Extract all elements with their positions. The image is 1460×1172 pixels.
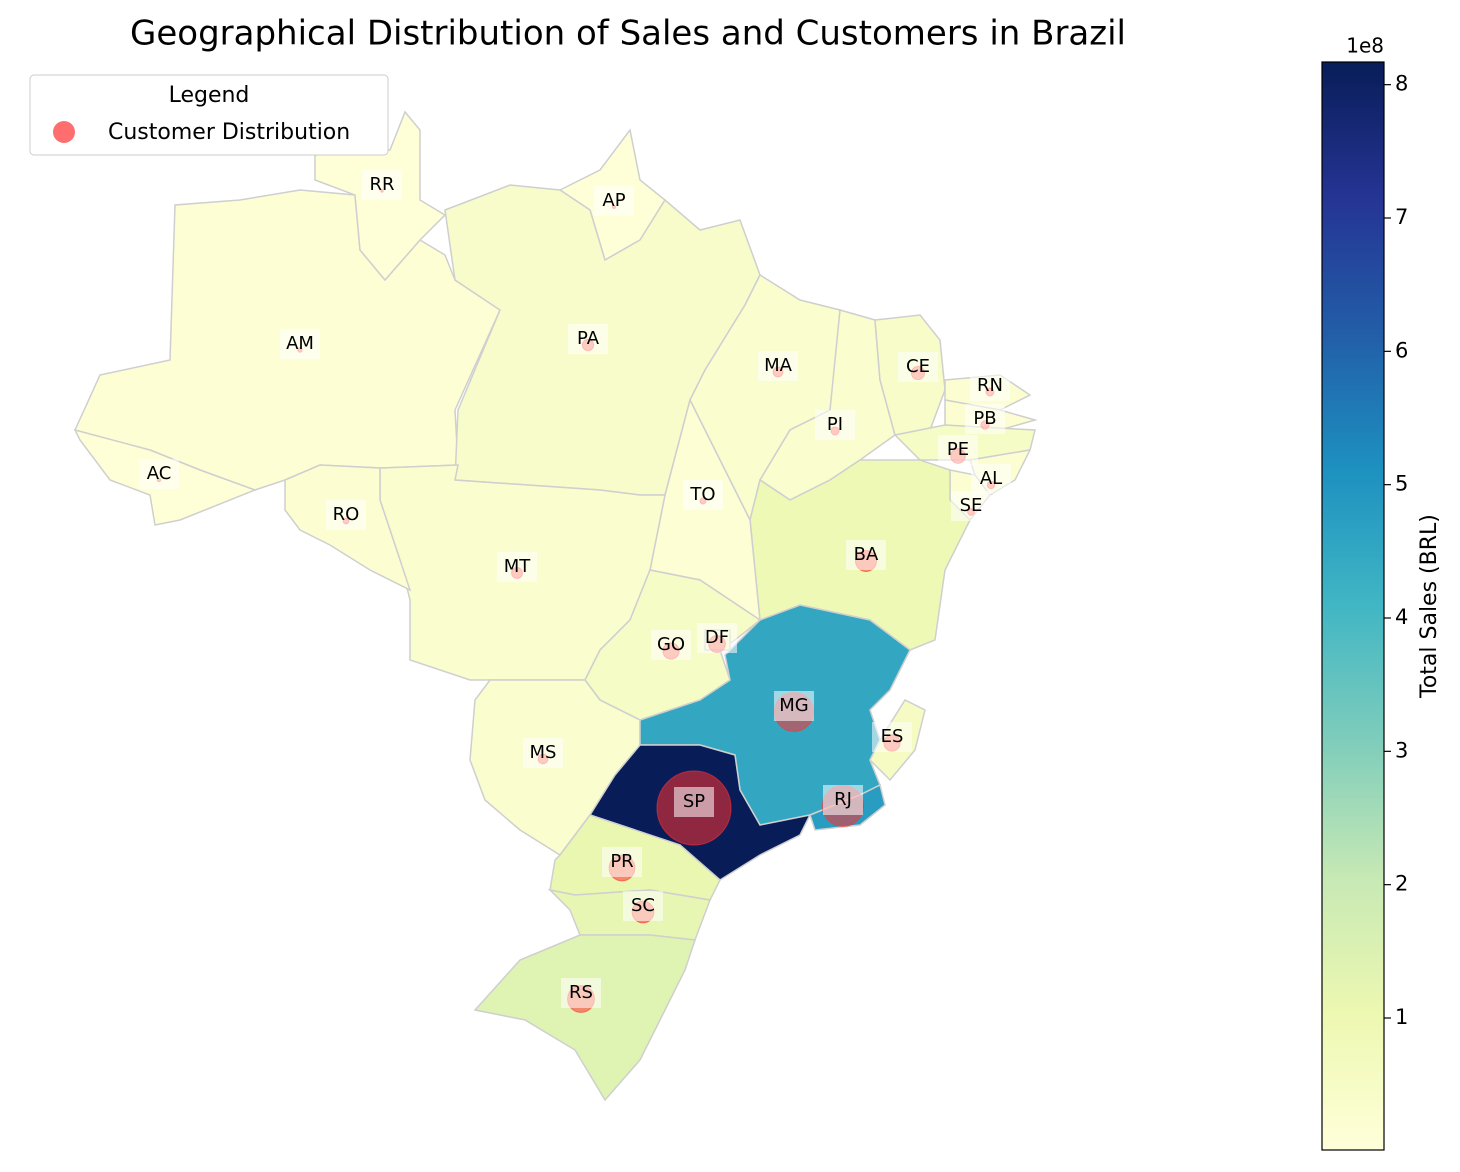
- legend-box: [29, 74, 389, 156]
- state-label: RO: [333, 504, 360, 525]
- state-label: PB: [973, 408, 996, 429]
- colorbar-tick-label: 1: [1395, 1005, 1408, 1029]
- state-label: CE: [906, 356, 930, 377]
- state-label-box: [951, 491, 991, 521]
- state-label: SE: [960, 495, 983, 516]
- state-label-box: [651, 630, 691, 660]
- colorbar-tick-label: 6: [1395, 338, 1408, 362]
- state-label: TO: [689, 484, 715, 505]
- state-label-box: [594, 186, 634, 216]
- state-label-box: [970, 371, 1010, 401]
- state-label-box: [602, 847, 642, 877]
- state-label-box: [938, 435, 978, 465]
- state-label: PE: [947, 439, 969, 460]
- state-label-box: [561, 978, 601, 1008]
- state-label: SP: [683, 791, 705, 812]
- state-label: RR: [369, 174, 394, 195]
- state-label-box: [497, 552, 537, 582]
- state-label-box: [872, 722, 912, 752]
- colorbar-tick-label: 7: [1395, 205, 1408, 229]
- state-label-box: [971, 464, 1011, 494]
- colorbar-label: Total Sales (BRL): [1417, 514, 1442, 699]
- state-label: AP: [602, 190, 625, 211]
- state-label: MG: [779, 695, 808, 716]
- legend-label: Customer Distribution: [108, 120, 350, 145]
- colorbar-tick-label: 4: [1395, 605, 1408, 629]
- state-label-box: [623, 891, 663, 921]
- state-label-box: [280, 329, 320, 359]
- colorbar-tick-label: 3: [1395, 738, 1408, 762]
- legend: Legend Customer Distribution: [29, 74, 389, 156]
- state-label: GO: [657, 634, 685, 655]
- state-label-box: [815, 410, 855, 440]
- state-label-box: [697, 623, 737, 653]
- state-label-box: [523, 738, 563, 768]
- state-label-box: [568, 324, 608, 354]
- state-label-box: [758, 351, 798, 381]
- state-label: ES: [881, 726, 904, 747]
- state-label-box: [326, 500, 366, 530]
- state-region: [473, 934, 697, 1102]
- legend-title: Legend: [169, 83, 250, 108]
- state-label: AM: [286, 333, 314, 354]
- state-label: RN: [977, 375, 1003, 396]
- colorbar-bar: [1321, 61, 1385, 1151]
- state-label-box: [683, 480, 723, 510]
- map: [73, 110, 1038, 1102]
- state-label: DF: [705, 627, 729, 648]
- state-label: SC: [631, 895, 655, 916]
- legend-marker: [53, 121, 75, 143]
- colorbar-tick-label: 8: [1395, 72, 1408, 96]
- state-label: BA: [854, 544, 879, 565]
- state-label: MS: [530, 742, 557, 763]
- state-label-box: [674, 787, 714, 817]
- colorbar: 1e8 Total Sales (BRL) 1 2 3 4 5 6 7 8: [1321, 34, 1442, 1151]
- state-label: AL: [980, 468, 1002, 489]
- state-label-box: [362, 170, 402, 200]
- state-label: PR: [610, 851, 633, 872]
- colorbar-offset: 1e8: [1346, 34, 1384, 58]
- state-label-box: [846, 540, 886, 570]
- state-label-box: [139, 459, 179, 489]
- chart-title: Geographical Distribution of Sales and C…: [130, 14, 1126, 54]
- state-label: AC: [147, 463, 172, 484]
- state-label: MT: [504, 556, 532, 577]
- colorbar-tick-label: 2: [1395, 872, 1408, 896]
- state-label-box: [898, 352, 938, 382]
- state-label: PA: [577, 328, 600, 349]
- state-label-box: [823, 785, 863, 815]
- colorbar-tick-label: 5: [1395, 472, 1408, 496]
- state-label-box: [965, 404, 1005, 434]
- state-label: RJ: [834, 789, 852, 810]
- state-label: MA: [764, 355, 793, 376]
- state-label: PI: [827, 414, 843, 435]
- state-label-box: [774, 691, 814, 721]
- state-label: RS: [569, 982, 593, 1003]
